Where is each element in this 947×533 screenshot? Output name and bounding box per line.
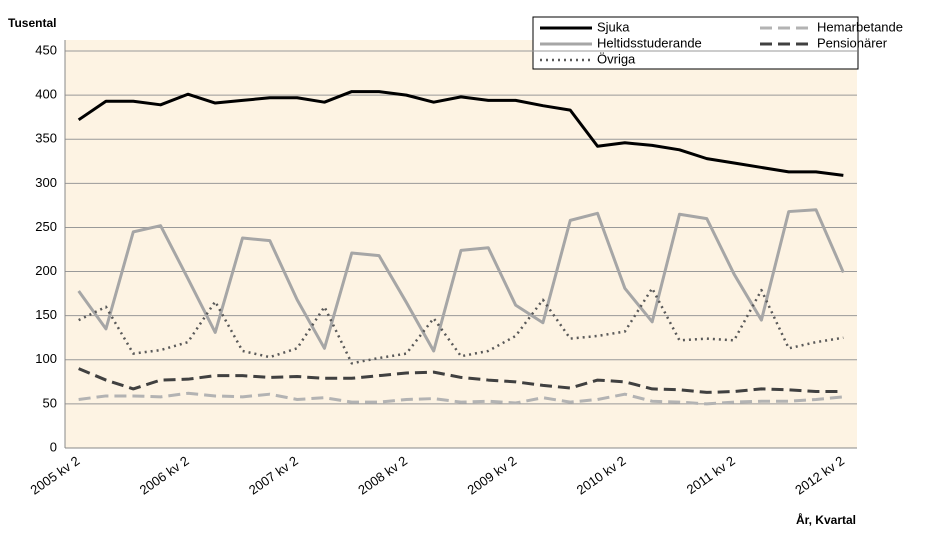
x-tick-label: 2005 kv 2 (28, 453, 83, 498)
y-tick-label: 50 (43, 395, 57, 410)
legend-label: Hemarbetande (817, 19, 903, 34)
y-tick-label: 0 (50, 439, 57, 454)
line-series (78, 391, 844, 406)
y-tick-label: 400 (35, 87, 57, 102)
legend-label: Heltidsstuderande (597, 35, 702, 50)
y-tick-label: 100 (35, 351, 57, 366)
line-series (77, 208, 845, 353)
legend-label: Pensionärer (817, 35, 888, 50)
y-tick-label: 250 (35, 219, 57, 234)
y-tick-label: 350 (35, 131, 57, 146)
x-tick-label: 2007 kv 2 (246, 453, 301, 498)
plot-area (65, 40, 857, 448)
y-tick-label: 300 (35, 175, 57, 190)
x-tick-label: 2012 kv 2 (792, 453, 847, 498)
x-tick-label: 2006 kv 2 (137, 453, 192, 498)
y-tick-label: 450 (35, 42, 57, 57)
y-axis-title: Tusental (8, 16, 56, 30)
x-tick-label: 2009 kv 2 (465, 453, 520, 498)
x-tick-label: 2011 kv 2 (684, 453, 738, 497)
x-axis-title: År, Kvartal (796, 512, 856, 527)
x-tick-label: 2008 kv 2 (355, 453, 410, 498)
legend-label: Övriga (597, 51, 636, 66)
y-tick-label: 200 (35, 263, 57, 278)
x-tick-label: 2010 kv 2 (574, 453, 629, 498)
line-series (78, 367, 844, 394)
legend-label: Sjuka (597, 19, 630, 34)
y-tick-label: 150 (35, 307, 57, 322)
line-series (77, 90, 844, 177)
